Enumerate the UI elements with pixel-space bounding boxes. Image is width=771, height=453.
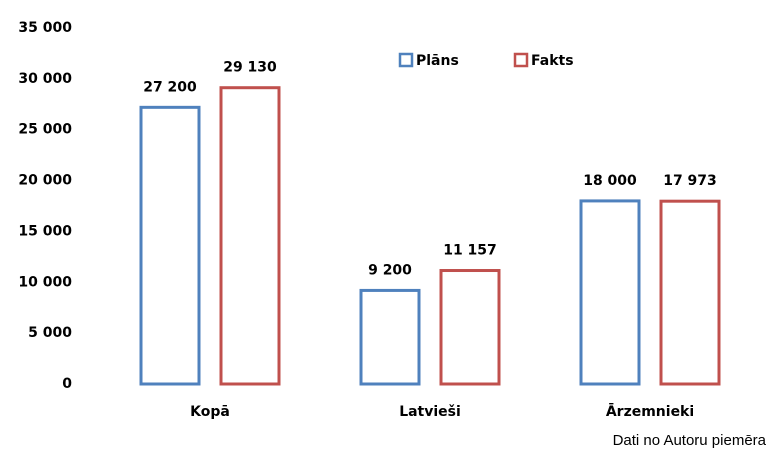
y-tick-label: 35 000 xyxy=(18,20,72,36)
legend-label: Fakts xyxy=(531,53,574,69)
x-tick-label: Kopā xyxy=(190,404,230,420)
bar xyxy=(659,199,721,386)
data-label: 11 157 xyxy=(443,243,497,259)
bar xyxy=(359,288,421,386)
data-label: 18 000 xyxy=(583,173,637,189)
x-tick-label: Ārzemnieki xyxy=(606,402,694,420)
legend-swatch xyxy=(398,52,414,68)
data-label: 29 130 xyxy=(223,60,277,76)
data-label: 27 200 xyxy=(143,79,197,95)
legend-swatch xyxy=(513,52,529,68)
data-label: 9 200 xyxy=(368,262,412,278)
y-tick-label: 5 000 xyxy=(28,325,72,341)
y-tick-label: 30 000 xyxy=(18,71,72,87)
y-tick-label: 20 000 xyxy=(18,173,72,189)
bar xyxy=(579,199,641,386)
bar xyxy=(139,105,201,386)
y-tick-label: 25 000 xyxy=(18,122,72,138)
data-label: 17 973 xyxy=(663,173,717,189)
x-tick-label: Latvieši xyxy=(399,404,461,420)
y-tick-label: 10 000 xyxy=(18,274,72,290)
y-tick-label: 15 000 xyxy=(18,223,72,239)
y-tick-label: 0 xyxy=(62,376,72,392)
bar xyxy=(219,86,281,386)
legend-label: Plāns xyxy=(416,53,459,69)
bar xyxy=(439,269,501,386)
source-note: Dati no Autoru piemēra xyxy=(613,432,767,449)
